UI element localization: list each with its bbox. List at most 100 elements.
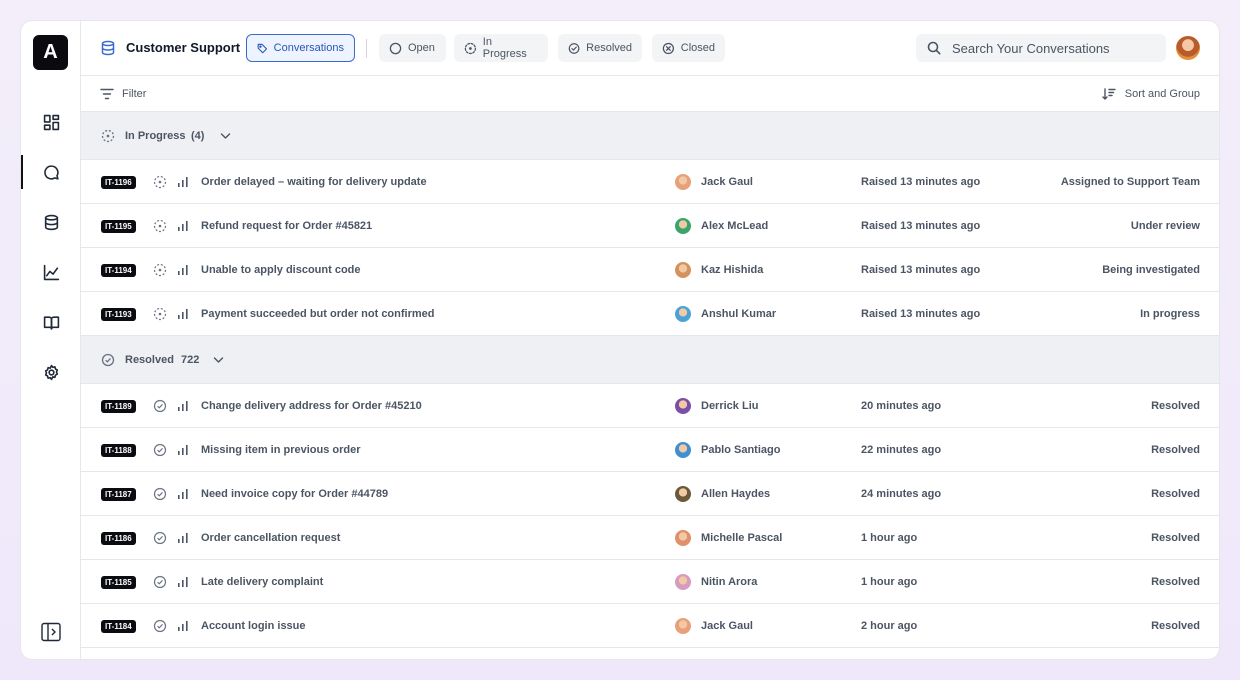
tab-label: Conversations	[273, 42, 344, 54]
ticket-subject[interactable]: Missing item in previous order	[201, 444, 361, 456]
check-circle-icon	[153, 487, 167, 501]
ticket-subject[interactable]: Refund request for Order #45821	[201, 220, 373, 232]
list-toolbar: Filter Sort and Group	[81, 76, 1219, 112]
table-row[interactable]: IT-1187 Need invoice copy for Order #4478…	[81, 472, 1219, 516]
assignee-name: Derrick Liu	[701, 400, 759, 412]
filter-label: Filter	[122, 88, 147, 100]
group-label: Resolved	[125, 354, 174, 366]
ticket-status: In progress	[1140, 308, 1200, 320]
ticket-subject[interactable]: Change delivery address for Order #45210	[201, 400, 422, 412]
avatar	[675, 174, 691, 190]
database-icon	[44, 214, 58, 230]
chevron-down-icon[interactable]	[220, 131, 231, 141]
ticket-status: Resolved	[1151, 444, 1200, 456]
avatar	[675, 574, 691, 590]
tab-conversations[interactable]: Conversations	[246, 34, 355, 62]
book-icon	[43, 315, 59, 330]
avatar	[675, 262, 691, 278]
ticket-time: Raised 13 minutes ago	[861, 264, 981, 276]
tab-in-progress[interactable]: In Progress	[454, 34, 548, 62]
table-row[interactable]: IT-1186 Order cancellation request Michell…	[81, 516, 1219, 560]
ticket-id-badge: IT-1187	[101, 488, 136, 501]
sidebar-item-knowledge-base[interactable]	[21, 305, 81, 339]
sidebar-toggle-icon[interactable]	[41, 622, 61, 642]
search-input[interactable]	[952, 34, 1157, 62]
assignee-name: Pablo Santiago	[701, 444, 781, 456]
ticket-id-badge: IT-1185	[101, 576, 136, 589]
priority-bars-icon	[178, 489, 188, 499]
tag-icon	[257, 43, 268, 53]
assignee-name: Jack Gaul	[701, 176, 753, 188]
table-row[interactable]: IT-1196 Order delayed – waiting for deliv…	[81, 160, 1219, 204]
ticket-status: Assigned to Support Team	[1060, 176, 1200, 188]
table-row[interactable]: IT-1189 Change delivery address for Order…	[81, 384, 1219, 428]
ticket-subject[interactable]: Late delivery complaint	[201, 576, 324, 588]
ticket-id-badge: IT-1194	[101, 264, 136, 277]
user-avatar[interactable]	[1176, 36, 1200, 60]
assignee-name: Alex McLead	[701, 220, 769, 232]
group-header[interactable]: In Progress (4)	[81, 112, 1219, 160]
check-circle-icon	[568, 42, 580, 54]
check-circle-icon	[153, 575, 167, 589]
sidebar-item-dashboard[interactable]	[21, 105, 81, 139]
ticket-time: 22 minutes ago	[861, 444, 942, 456]
circle-icon	[389, 42, 402, 54]
dashed-circle-icon	[153, 219, 167, 233]
priority-bars-icon	[178, 309, 188, 319]
tab-open[interactable]: Open	[379, 34, 446, 62]
ticket-subject[interactable]: Payment succeeded but order not confirme…	[201, 308, 435, 320]
avatar	[675, 306, 691, 322]
app-logo[interactable]: A	[33, 35, 68, 70]
check-circle-icon	[153, 619, 167, 633]
ticket-subject[interactable]: Order cancellation request	[201, 532, 341, 544]
sort-icon	[1102, 88, 1116, 100]
check-circle-icon	[101, 353, 115, 367]
ticket-id-badge: IT-1184	[101, 620, 136, 633]
assignee-name: Jack Gaul	[701, 620, 753, 632]
table-row[interactable]: IT-1193 Payment succeeded but order not c…	[81, 292, 1219, 336]
table-row[interactable]: IT-1194 Unable to apply discount code Kaz …	[81, 248, 1219, 292]
ticket-subject[interactable]: Need invoice copy for Order #44789	[201, 488, 389, 500]
chat-icon	[43, 164, 59, 180]
sidebar-item-analytics[interactable]	[21, 255, 81, 289]
filter-icon	[100, 88, 114, 100]
ticket-time: 1 hour ago	[861, 532, 918, 544]
ticket-subject[interactable]: Order delayed – waiting for delivery upd…	[201, 176, 427, 188]
filter-button[interactable]: Filter	[100, 88, 146, 100]
page-title: Customer Support	[126, 40, 241, 55]
tab-closed[interactable]: Closed	[652, 34, 725, 62]
ticket-time: 2 hour ago	[861, 620, 918, 632]
dashed-circle-icon	[153, 307, 167, 321]
ticket-time: 1 hour ago	[861, 576, 918, 588]
assignee-name: Nitin Arora	[701, 576, 758, 588]
table-row[interactable]: IT-1185 Late delivery complaint Nitin Aror…	[81, 560, 1219, 604]
sidebar-item-database[interactable]	[21, 205, 81, 239]
table-row[interactable]: IT-1188 Missing item in previous order Pab…	[81, 428, 1219, 472]
ticket-time: 24 minutes ago	[861, 488, 942, 500]
check-circle-icon	[153, 399, 167, 413]
sort-group-button[interactable]: Sort and Group	[1102, 88, 1200, 100]
table-row[interactable]: IT-1195 Refund request for Order #45821 Al…	[81, 204, 1219, 248]
sidebar-item-settings[interactable]	[21, 355, 81, 389]
ticket-id-badge: IT-1188	[101, 444, 136, 457]
ticket-status: Resolved	[1151, 620, 1200, 632]
tab-resolved[interactable]: Resolved	[558, 34, 642, 62]
assignee-name: Anshul Kumar	[701, 308, 777, 320]
sidebar-item-conversations[interactable]	[21, 155, 81, 189]
ticket-id-badge: IT-1186	[101, 532, 136, 545]
dashed-circle-icon	[153, 175, 167, 189]
avatar	[675, 442, 691, 458]
search-box[interactable]	[916, 34, 1166, 62]
avatar	[675, 398, 691, 414]
tab-label: Resolved	[586, 42, 632, 54]
ticket-subject[interactable]: Account login issue	[201, 620, 306, 632]
priority-bars-icon	[178, 401, 188, 411]
database-icon	[101, 40, 115, 56]
group-header[interactable]: Resolved 722	[81, 336, 1219, 384]
ticket-status: Being investigated	[1102, 264, 1200, 276]
assignee-name: Allen Haydes	[701, 488, 771, 500]
ticket-id-badge: IT-1189	[101, 400, 136, 413]
ticket-subject[interactable]: Unable to apply discount code	[201, 264, 361, 276]
table-row[interactable]: IT-1184 Account login issue Jack Gaul 2 hou…	[81, 604, 1219, 648]
chevron-down-icon[interactable]	[213, 355, 224, 365]
